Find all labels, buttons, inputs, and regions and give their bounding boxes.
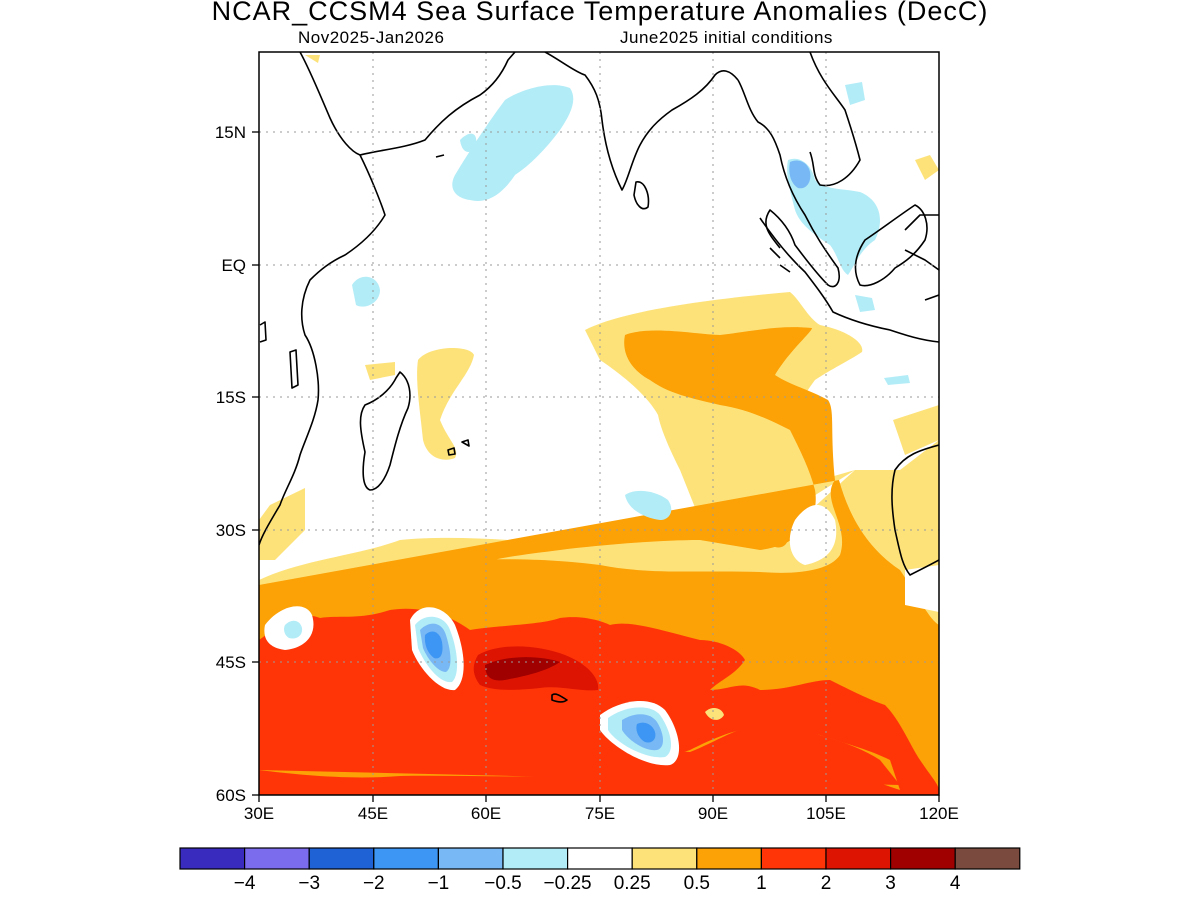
cold-patch-light-3 bbox=[284, 620, 303, 639]
colorbar-label: −4 bbox=[234, 873, 256, 894]
y-tick-label: EQ bbox=[221, 256, 246, 275]
anomaly-region-red-body bbox=[259, 641, 900, 785]
colorbar-label: −3 bbox=[298, 873, 320, 894]
coastline-new-guinea bbox=[904, 214, 939, 301]
colorbar-swatch bbox=[244, 847, 310, 870]
white-region-southeast bbox=[789, 505, 939, 612]
colorbar-label: −0.25 bbox=[544, 873, 592, 894]
y-tick-label: 15N bbox=[215, 123, 246, 142]
anomaly-region-orange-spot bbox=[768, 522, 789, 548]
cold-patch-dark-2 bbox=[636, 722, 656, 743]
coastline-australia bbox=[891, 444, 939, 576]
colorbar-label: −1 bbox=[428, 873, 450, 894]
tick-marks bbox=[252, 131, 940, 802]
colorbar-swatch bbox=[373, 847, 439, 870]
coastlines bbox=[259, 52, 939, 703]
colorbar-swatch bbox=[566, 847, 633, 870]
cold-patch-arabian-sea bbox=[452, 85, 574, 201]
x-tick-label: 30E bbox=[244, 804, 274, 823]
colorbar-swatch bbox=[502, 847, 569, 870]
colorbar-swatch bbox=[696, 847, 762, 870]
coastline-small-islands bbox=[259, 154, 791, 456]
x-tick-label: 120E bbox=[919, 804, 959, 823]
colorbar-label: 0.25 bbox=[614, 873, 651, 894]
colorbar-label: 2 bbox=[821, 873, 832, 894]
colorbar-swatch bbox=[954, 847, 1021, 870]
coastline-borneo bbox=[854, 204, 928, 287]
x-tick-label: 45E bbox=[358, 804, 388, 823]
chart-title: NCAR_CCSM4 Sea Surface Temperature Anoma… bbox=[211, 0, 989, 26]
colorbar-swatch bbox=[308, 847, 375, 870]
x-tick-label: 105E bbox=[806, 804, 846, 823]
cold-patch-dark-1 bbox=[424, 631, 443, 659]
coastline-sri-lanka bbox=[633, 181, 650, 210]
anomaly-region-maroon bbox=[485, 657, 560, 681]
coastline-madagascar bbox=[359, 371, 411, 491]
colorbar-swatch bbox=[825, 847, 892, 870]
x-axis-labels: 30E 45E 60E 75E 90E 105E 120E bbox=[244, 804, 959, 823]
x-tick-label: 75E bbox=[585, 804, 615, 823]
y-axis-labels: 15N EQ 15S 30S 45S 60S bbox=[215, 123, 246, 805]
anomaly-field bbox=[259, 52, 939, 795]
colorbar-label: −0.5 bbox=[484, 873, 522, 894]
colorbar-swatch bbox=[760, 847, 827, 870]
anomaly-region-yellow-small bbox=[705, 708, 724, 720]
colorbar: −4 −3 −2 −1 −0.5 −0.25 0.25 0.5 1 2 3 4 bbox=[179, 847, 1021, 894]
y-tick-label: 15S bbox=[216, 388, 246, 407]
colorbar-swatch bbox=[631, 847, 698, 870]
colorbar-label: 3 bbox=[885, 873, 896, 894]
cold-patch-south-china-sea bbox=[787, 158, 880, 275]
y-tick-label: 45S bbox=[216, 653, 246, 672]
y-tick-label: 60S bbox=[216, 786, 246, 805]
colorbar-label: 4 bbox=[950, 873, 961, 894]
colorbar-swatch bbox=[179, 847, 246, 870]
map-frame bbox=[258, 51, 940, 796]
x-tick-label: 90E bbox=[698, 804, 728, 823]
coastline-east-africa bbox=[259, 154, 386, 546]
coastline-southeast-asia bbox=[737, 52, 861, 288]
colorbar-label: 0.5 bbox=[684, 873, 710, 894]
subtitle-initial-conditions: June2025 initial conditions bbox=[620, 28, 833, 47]
colorbar-swatch bbox=[437, 847, 504, 870]
cold-patch-indochina bbox=[789, 160, 811, 189]
coastline-india bbox=[544, 52, 739, 191]
colorbar-swatch bbox=[889, 847, 956, 870]
gridlines bbox=[259, 52, 939, 795]
coastline-africa-arabia bbox=[299, 52, 516, 156]
anomaly-region-yellow-madagascar bbox=[417, 348, 474, 460]
colorbar-label: −2 bbox=[363, 873, 385, 894]
coastline-kerguelen bbox=[551, 693, 568, 703]
colorbar-label: 1 bbox=[756, 873, 767, 894]
coastline-sumatra-java bbox=[759, 217, 939, 343]
x-tick-label: 60E bbox=[471, 804, 501, 823]
y-tick-label: 30S bbox=[216, 521, 246, 540]
subtitle-period: Nov2025-Jan2026 bbox=[298, 28, 445, 47]
